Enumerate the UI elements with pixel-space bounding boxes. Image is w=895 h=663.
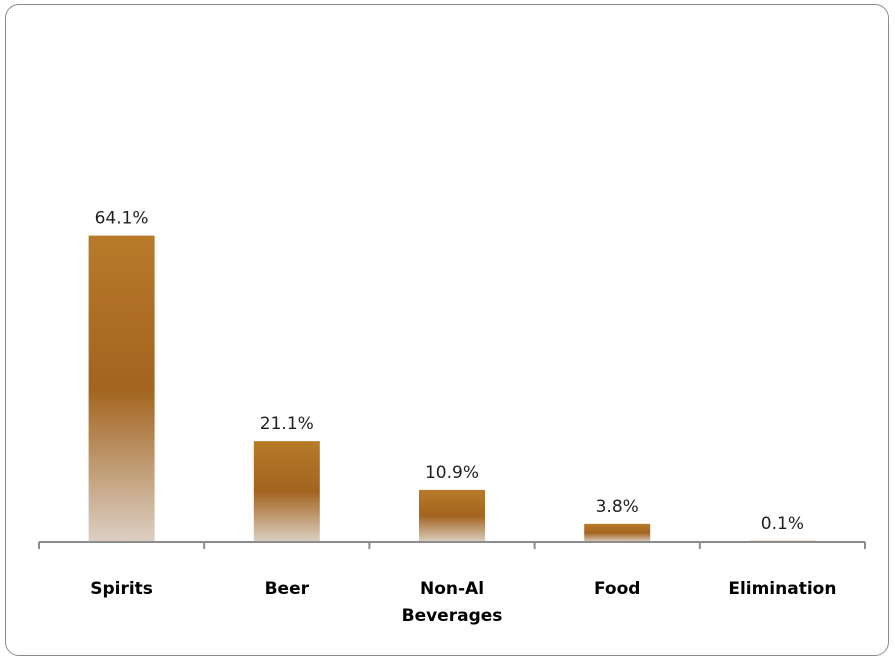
category-label-0: Spirits [90,579,153,599]
category-labels-group: Spirits Beer Non-Al Beverages Food Eliminatio… [90,579,836,626]
category-label-4: Elimination [728,579,836,599]
x-axis [38,541,866,549]
bar-3 [584,523,651,542]
category-label-1: Beer [265,579,310,599]
bar-2 [419,489,485,542]
data-label-4: 0.1% [761,514,804,534]
data-label-0: 64.1% [95,209,149,229]
data-label-1: 21.1% [260,414,314,434]
bars-group [88,235,816,543]
data-label-3: 3.8% [596,497,639,517]
data-labels-group: 64.1% 21.1% 10.9% 3.8% 0.1% [95,209,804,534]
bar-0 [88,235,155,543]
category-label-3: Food [594,579,640,599]
data-label-2: 10.9% [425,463,479,483]
bar-1 [253,441,320,542]
category-label-2: Non-Al Beverages [402,579,503,626]
